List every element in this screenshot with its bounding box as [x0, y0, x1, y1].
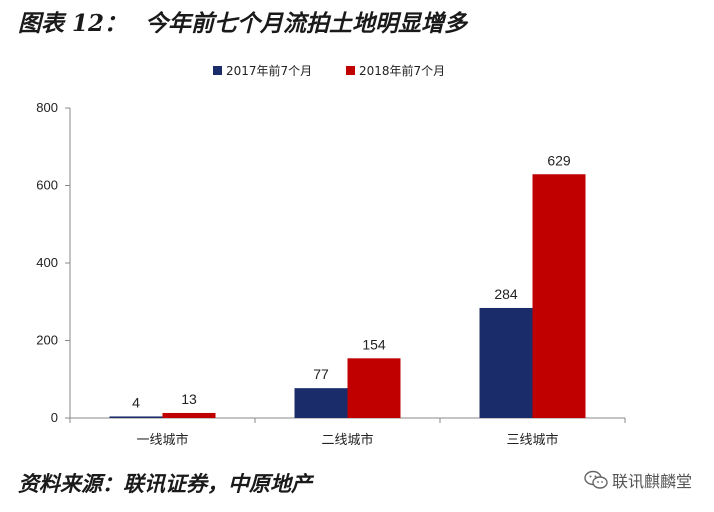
chart-axes: 0 200 400 600 800 一线城市 二线城市 三线城市 — [36, 100, 626, 448]
wechat-icon — [584, 470, 608, 489]
y-tick-label: 600 — [36, 178, 58, 193]
bar — [479, 307, 533, 418]
bar — [532, 174, 586, 418]
bar — [162, 412, 216, 418]
bar-chart: 0 200 400 600 800 一线城市 二线城市 三线城市 4 13 77 154 284 629… — [36, 63, 626, 448]
data-label: 77 — [313, 366, 329, 382]
chart-data-labels: 4 13 77 154 284 629 — [132, 152, 571, 410]
bar — [294, 388, 348, 418]
y-tick-label: 200 — [36, 333, 58, 348]
figure-title: 今年前七个月流拍土地明显增多 — [145, 10, 468, 37]
watermark: 联讯麒麟堂 — [584, 468, 692, 492]
watermark-text: 联讯麒麟堂 — [612, 472, 693, 491]
figure-label: 图表 12： — [18, 10, 128, 37]
data-label: 4 — [132, 394, 140, 410]
y-tick-label: 0 — [51, 410, 58, 425]
bar — [347, 358, 401, 418]
chart-bars — [109, 174, 586, 418]
data-label: 13 — [181, 391, 197, 407]
legend-swatch — [213, 66, 222, 75]
legend-label: 2017年前7个月 — [226, 63, 312, 78]
x-category-label: 一线城市 — [136, 432, 188, 448]
x-category-label: 二线城市 — [321, 432, 373, 448]
bar — [109, 416, 163, 418]
chart-legend: 2017年前7个月 2018年前7个月 — [213, 63, 445, 78]
source-note: 资料来源：联讯证券，中原地产 — [18, 471, 312, 496]
y-tick-label: 400 — [36, 255, 58, 270]
figure-title-line: 图表 12： 今年前七个月流拍土地明显增多 — [18, 4, 467, 38]
data-label: 629 — [547, 152, 571, 168]
data-label: 154 — [362, 336, 386, 352]
data-label: 284 — [494, 286, 518, 302]
x-category-label: 三线城市 — [506, 432, 558, 448]
y-tick-label: 800 — [36, 100, 58, 115]
legend-label: 2018年前7个月 — [359, 63, 445, 78]
legend-swatch — [346, 66, 355, 75]
